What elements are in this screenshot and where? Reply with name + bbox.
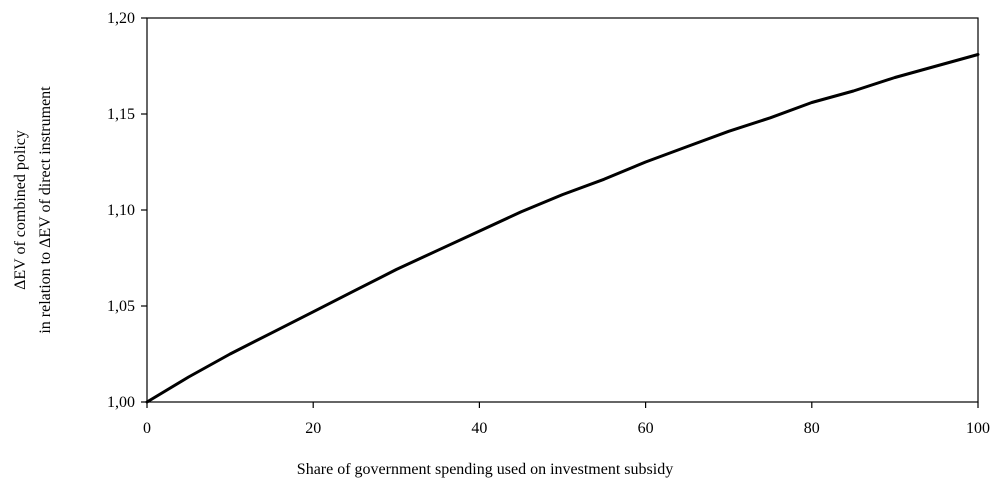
x-tick-label: 40 [471, 420, 487, 437]
axes [146, 17, 979, 403]
y-tick-label: 1,10 [107, 202, 135, 219]
x-tick-label: 0 [143, 420, 151, 437]
x-tick-label: 20 [305, 420, 321, 437]
x-tick-label: 80 [804, 420, 820, 437]
x-axis-label: Share of government spending used on inv… [297, 461, 673, 478]
ticks: 1,00 1,05 1,10 1,15 1,20 0 20 40 60 80 100 [107, 10, 990, 437]
y-tick-label: 1,20 [107, 10, 135, 27]
series-line [145, 53, 980, 404]
y-tick-label: 1,15 [107, 106, 135, 123]
y-axis-label-line-2: in relation to ΔEV of direct instrument [37, 86, 54, 334]
series-layer [145, 53, 980, 404]
y-tick-label: 1,00 [107, 394, 135, 411]
y-axis-label-line-1: ΔEV of combined policy [12, 130, 29, 290]
x-tick-label: 100 [966, 420, 990, 437]
x-tick-label: 60 [638, 420, 654, 437]
y-tick-label: 1,05 [107, 298, 135, 315]
plot-frame [146, 17, 979, 403]
